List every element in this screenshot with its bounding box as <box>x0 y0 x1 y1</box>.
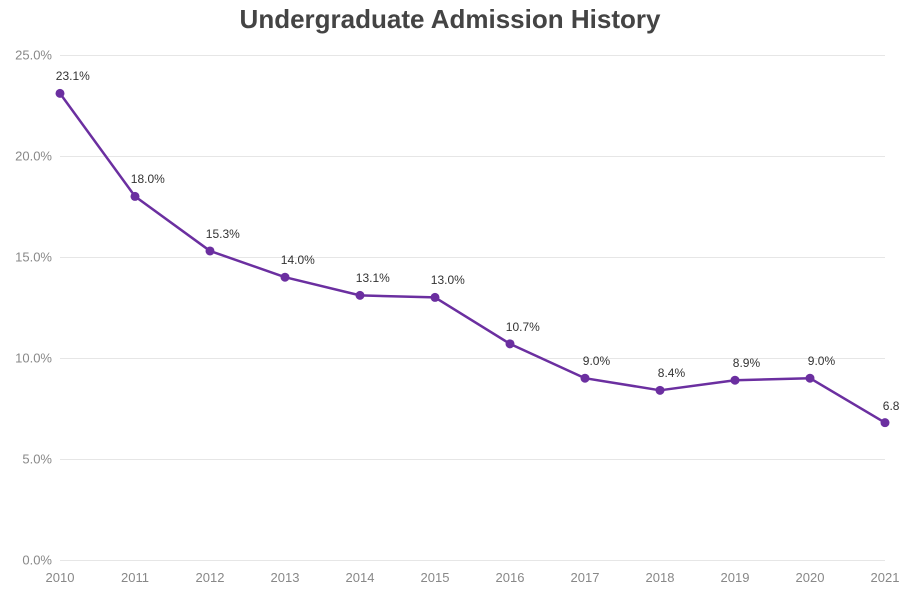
data-point <box>131 192 140 201</box>
data-point <box>656 386 665 395</box>
data-point <box>506 339 515 348</box>
data-point-label: 6.8% <box>883 399 900 413</box>
data-point <box>281 273 290 282</box>
data-point <box>206 246 215 255</box>
data-point <box>356 291 365 300</box>
data-point <box>806 374 815 383</box>
data-point-label: 13.0% <box>431 273 465 287</box>
data-point <box>731 376 740 385</box>
data-point-label: 10.7% <box>506 320 540 334</box>
data-point-label: 9.0% <box>808 354 835 368</box>
data-point <box>431 293 440 302</box>
data-point <box>581 374 590 383</box>
data-point <box>56 89 65 98</box>
data-point-label: 15.3% <box>206 227 240 241</box>
series-line <box>60 93 885 422</box>
data-point-label: 9.0% <box>583 354 610 368</box>
data-point-label: 8.9% <box>733 356 760 370</box>
data-point <box>881 418 890 427</box>
plot-svg <box>0 0 900 600</box>
data-point-label: 14.0% <box>281 253 315 267</box>
data-point-label: 8.4% <box>658 366 685 380</box>
data-point-label: 13.1% <box>356 271 390 285</box>
data-point-label: 18.0% <box>131 172 165 186</box>
line-chart: Undergraduate Admission History 0.0%5.0%… <box>0 0 900 600</box>
data-point-label: 23.1% <box>56 69 90 83</box>
